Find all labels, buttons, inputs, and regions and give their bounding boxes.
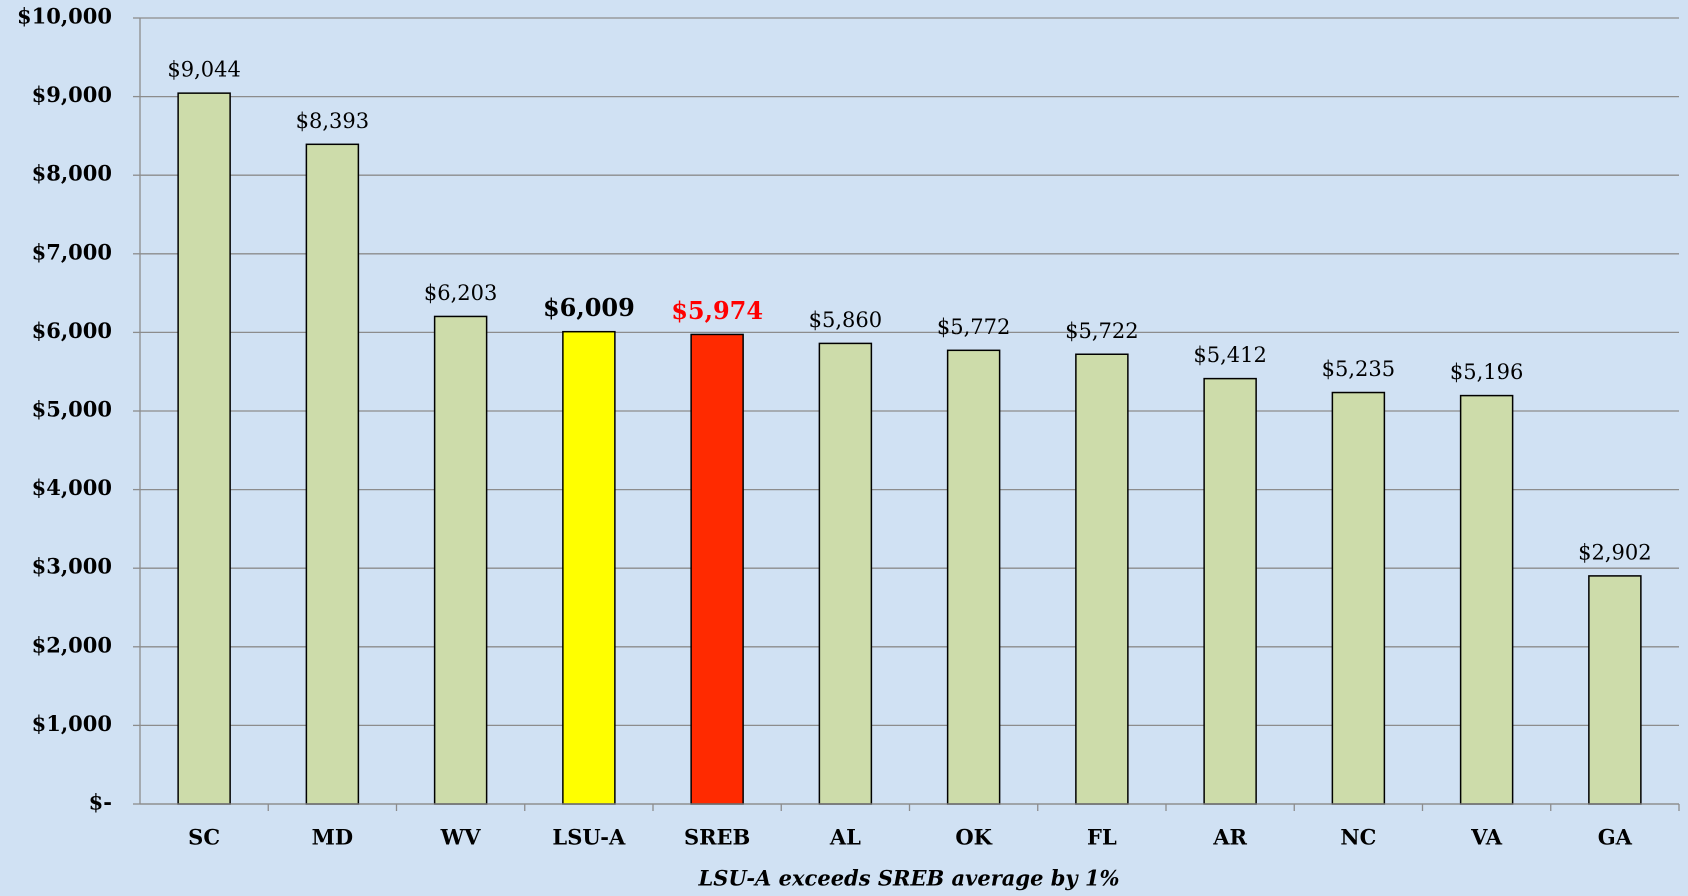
x-tick-label: AL — [829, 825, 861, 850]
x-axis-title: LSU-A exceeds SREB average by 1% — [697, 866, 1119, 891]
bar — [946, 349, 1001, 805]
x-tick-label: FL — [1087, 825, 1117, 850]
x-tick-label: MD — [312, 825, 353, 850]
bar — [433, 315, 488, 805]
y-tick-label: $10,000 — [17, 4, 112, 29]
value-label: $6,203 — [424, 281, 497, 305]
y-tick-label: $3,000 — [32, 554, 112, 579]
y-tick-label: $- — [89, 790, 112, 815]
bar — [562, 330, 616, 805]
y-tick-label: $9,000 — [32, 82, 112, 107]
value-label: $5,235 — [1322, 357, 1395, 381]
x-tick-label: AR — [1212, 825, 1247, 850]
x-tick-label: GA — [1598, 825, 1633, 850]
x-tick-label: WV — [440, 825, 482, 850]
y-tick-label: $5,000 — [32, 397, 112, 422]
value-label: $5,772 — [937, 315, 1010, 339]
value-label: $2,902 — [1578, 540, 1651, 564]
x-tick-label: SREB — [684, 825, 750, 850]
x-tick-label: LSU-A — [552, 825, 626, 850]
x-tick-label: NC — [1340, 825, 1376, 850]
bar — [1331, 391, 1386, 805]
value-label: $8,393 — [296, 109, 369, 133]
bar — [305, 143, 360, 805]
value-label: $9,044 — [167, 58, 240, 82]
y-tick-label: $4,000 — [32, 475, 112, 500]
bar — [177, 92, 231, 805]
bar — [1203, 377, 1257, 805]
value-label: $5,974 — [671, 296, 763, 325]
value-label: $5,412 — [1193, 343, 1266, 367]
bar — [1075, 353, 1129, 805]
x-tick-label: OK — [955, 825, 992, 850]
bar — [1588, 575, 1642, 805]
value-label: $5,722 — [1065, 319, 1138, 343]
y-tick-label: $6,000 — [32, 318, 112, 343]
y-tick-label: $2,000 — [32, 632, 112, 657]
y-tick-label: $1,000 — [32, 711, 112, 736]
x-tick-label: SC — [188, 825, 220, 850]
value-label: $5,860 — [809, 308, 882, 332]
value-label: $5,196 — [1450, 360, 1523, 384]
y-tick-label: $7,000 — [32, 239, 112, 264]
bar — [1459, 394, 1514, 805]
x-tick-label: VA — [1470, 825, 1503, 850]
y-tick-label: $8,000 — [32, 161, 112, 186]
bar — [818, 342, 873, 805]
value-label: $6,009 — [543, 293, 635, 322]
bar — [690, 333, 744, 805]
